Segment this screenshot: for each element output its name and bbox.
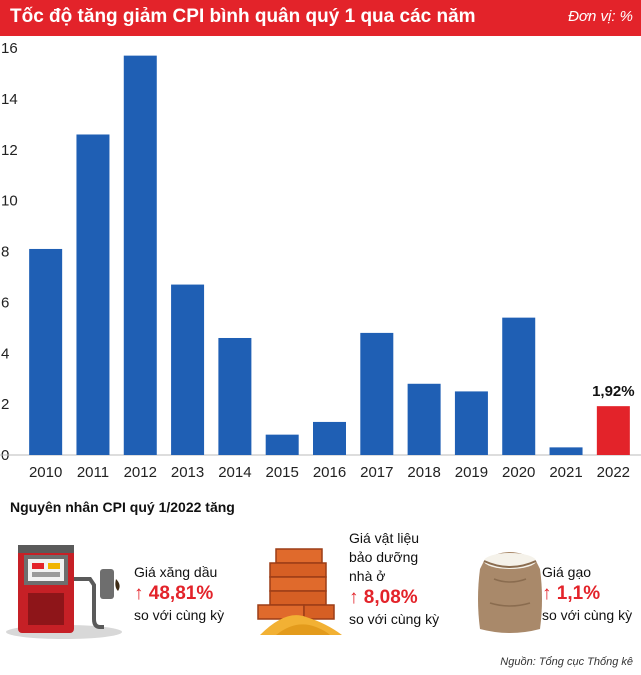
cause-materials-value: ↑ 8,08%: [349, 587, 418, 608]
source-note: Nguồn: Tổng cục Thống kê: [500, 656, 633, 668]
y-tick-label: 12: [1, 142, 18, 159]
y-tick-label: 14: [1, 91, 18, 108]
x-tick-label: 2018: [407, 464, 440, 481]
bar-2019: [454, 391, 488, 455]
bar-2022: [596, 406, 630, 455]
causes-title: Nguyên nhân CPI quý 1/2022 tăng: [10, 499, 235, 515]
x-tick-label: 2017: [360, 464, 393, 481]
y-tick-label: 2: [1, 396, 9, 413]
chart-title: Tốc độ tăng giảm CPI bình quân quý 1 qua…: [10, 6, 476, 27]
bar-2020: [502, 317, 536, 455]
x-tick-label: 2014: [218, 464, 251, 481]
y-tick-label: 6: [1, 294, 9, 311]
unit-label: Đơn vị: %: [568, 8, 633, 25]
bar-2017: [360, 332, 394, 455]
bar-2016: [313, 421, 346, 455]
x-tick-label: 2016: [313, 464, 346, 481]
x-tick-label: 2012: [124, 464, 157, 481]
cause-fuel-label: Giá xăng dầu: [134, 564, 218, 580]
bricks-icon: [257, 548, 342, 635]
bar-2021: [549, 447, 583, 455]
x-tick-label: 2010: [29, 464, 62, 481]
y-tick-label: 4: [1, 345, 9, 362]
cause-materials-note: so với cùng kỳ: [349, 611, 440, 627]
bar-2012: [123, 55, 157, 455]
y-tick-label: 8: [1, 244, 9, 261]
y-tick-label: 16: [1, 40, 18, 57]
cause-fuel-note: so với cùng kỳ: [134, 607, 225, 623]
x-tick-label: 2011: [77, 464, 109, 481]
cause-rice-note: so với cùng kỳ: [542, 607, 633, 623]
x-tick-label: 2021: [549, 464, 582, 481]
bar-2015: [265, 434, 299, 455]
x-tick-label: 2019: [455, 464, 488, 481]
cause-materials-label: Giá vật liệu bảo dưỡng nhà ở: [349, 530, 420, 584]
bar-2014: [218, 337, 252, 455]
bar-2013: [171, 284, 205, 455]
bar-2018: [407, 383, 441, 455]
bar-2011: [76, 134, 110, 456]
cause-fuel-value: ↑ 48,81%: [134, 583, 214, 604]
bar-2010: [29, 248, 63, 455]
cause-rice-value: ↑ 1,1%: [542, 583, 601, 604]
header-bar: Tốc độ tăng giảm CPI bình quân quý 1 qua…: [0, 0, 641, 36]
x-tick-label: 2022: [597, 464, 630, 481]
x-tick-label: 2020: [502, 464, 535, 481]
y-tick-label: 10: [1, 193, 18, 210]
cause-rice-label: Giá gạo: [542, 564, 592, 580]
rice-sack-icon: [478, 552, 542, 633]
x-tick-label: 2015: [266, 464, 299, 481]
data-label-2022: 1,92%: [592, 383, 635, 400]
fuel-pump-icon: [6, 545, 122, 639]
x-tick-label: 2013: [171, 464, 204, 481]
